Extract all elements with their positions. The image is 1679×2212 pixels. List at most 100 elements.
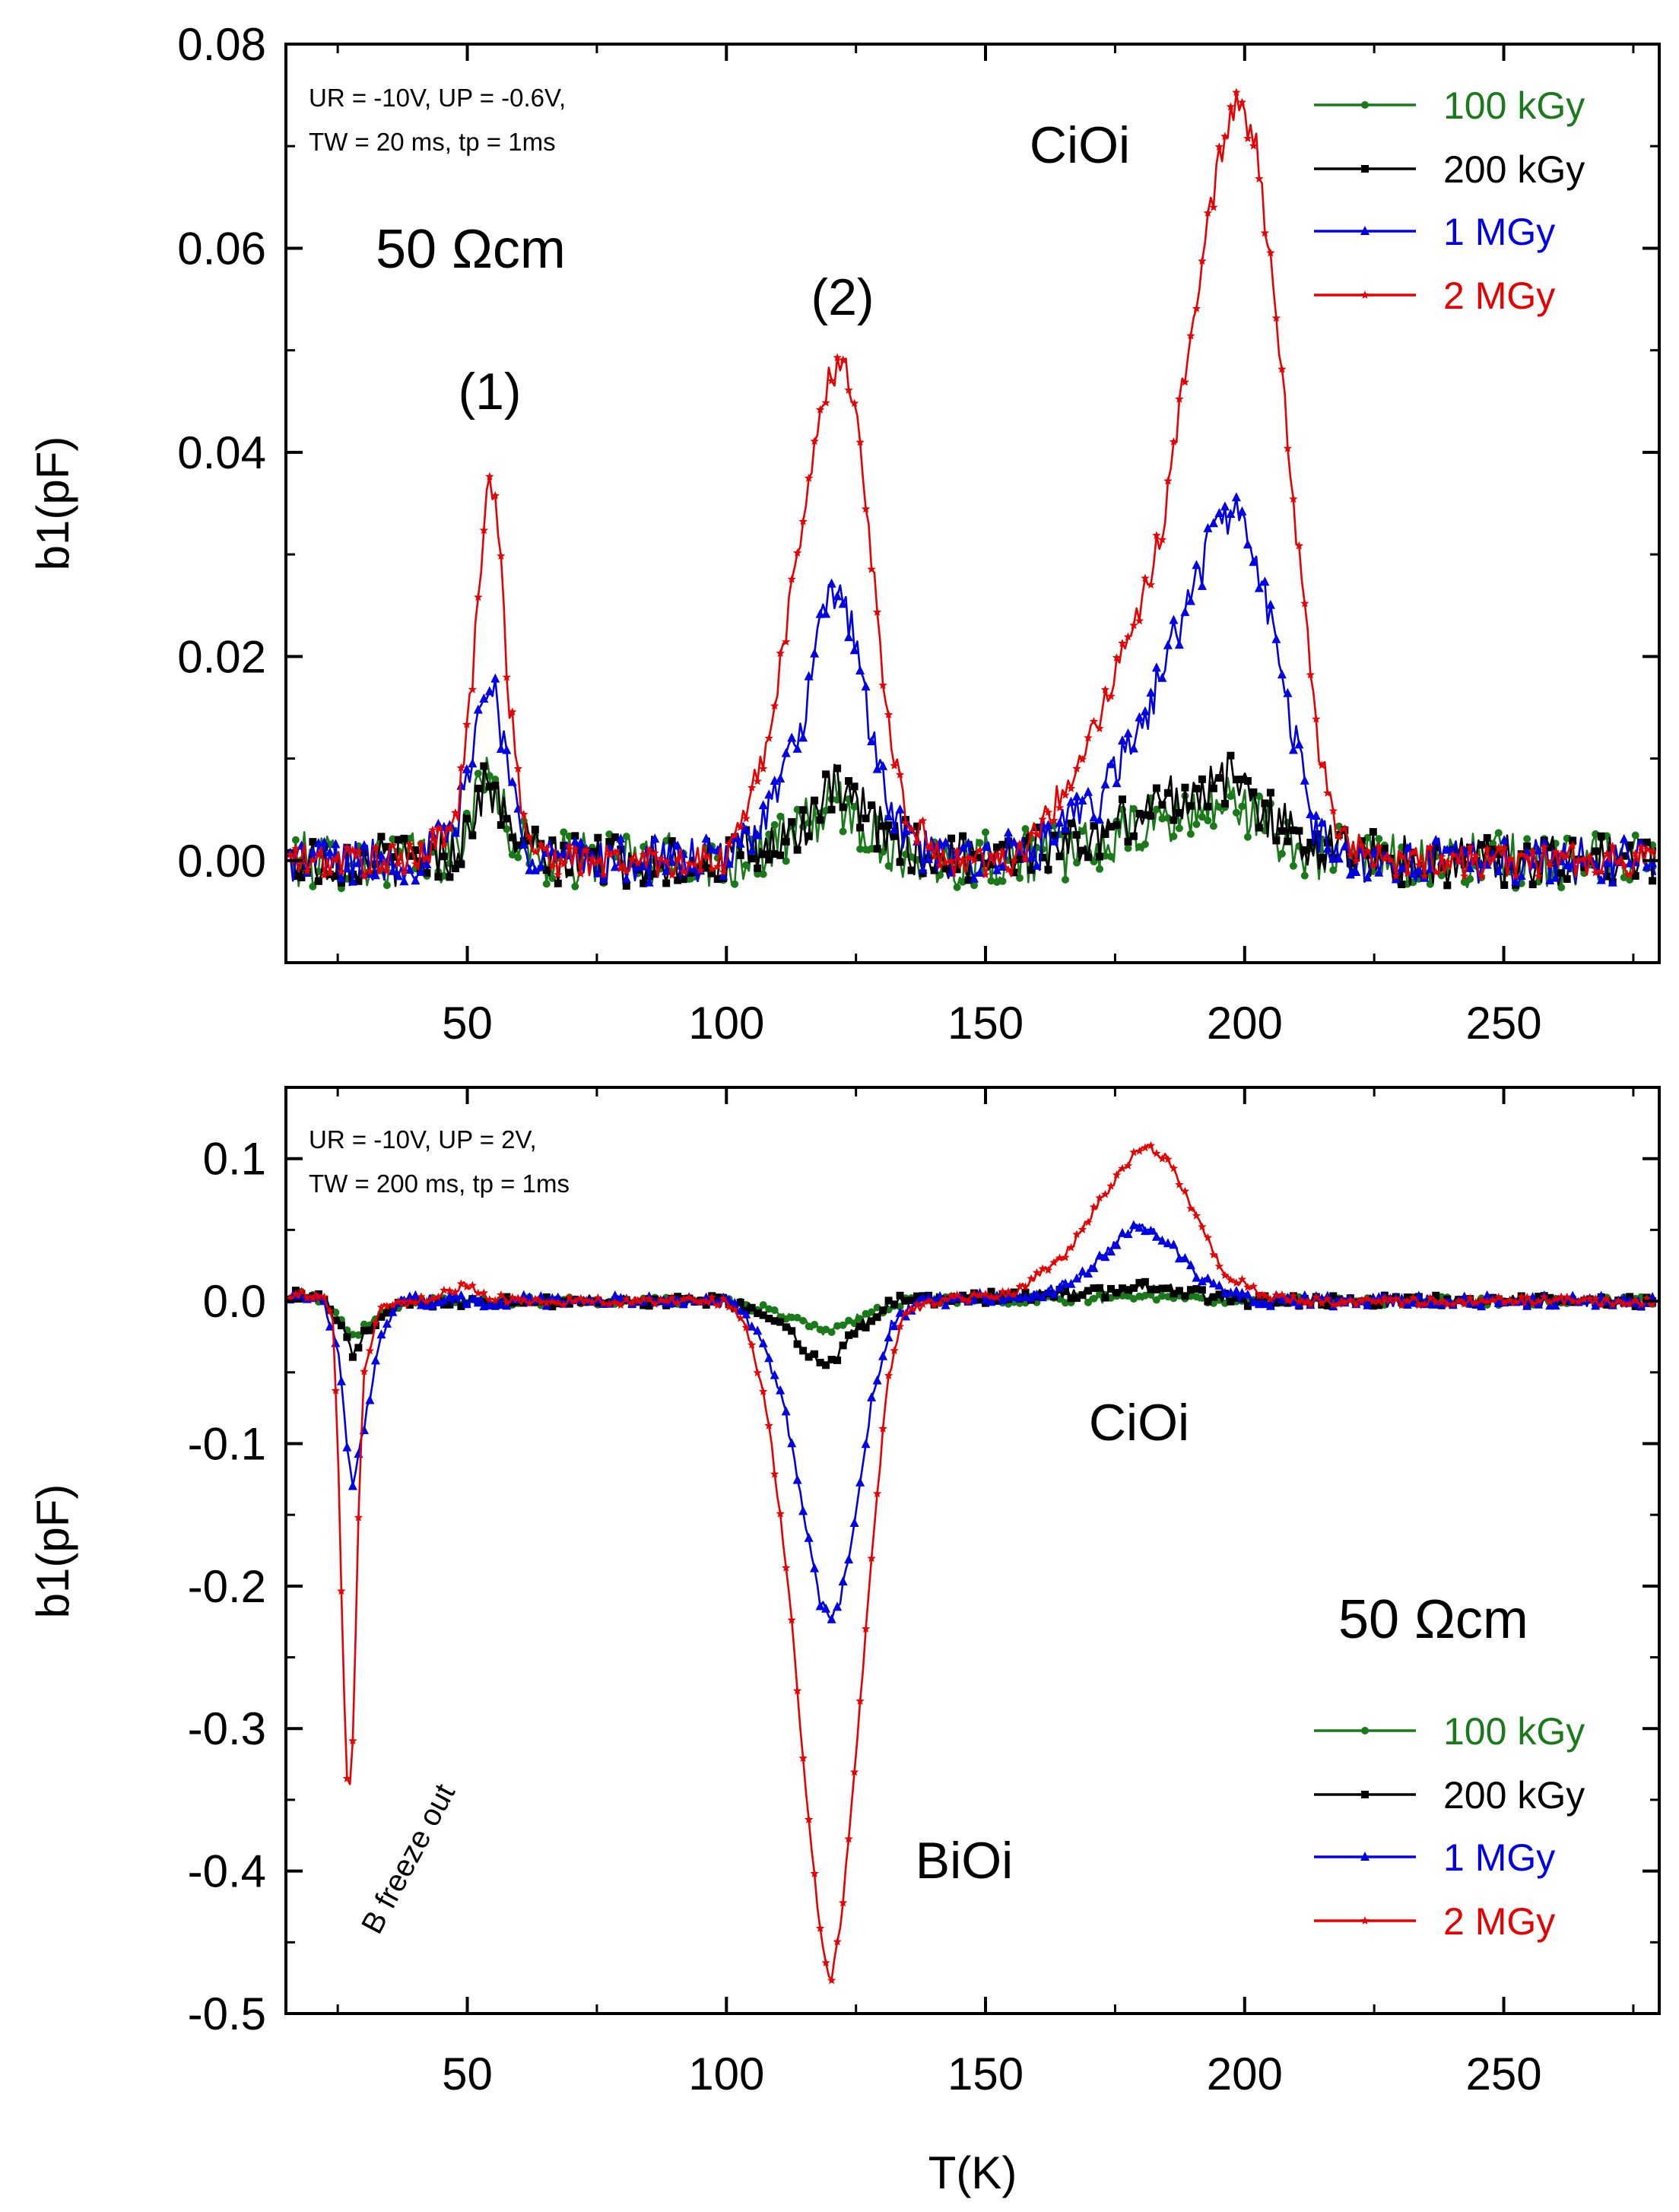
series-point xyxy=(1289,1291,1298,1300)
series-point xyxy=(895,1322,905,1331)
series-point xyxy=(1140,706,1150,716)
series-point xyxy=(765,855,773,864)
series-point xyxy=(896,858,904,866)
series-point xyxy=(1265,599,1275,609)
series-point xyxy=(582,1296,591,1305)
series-point xyxy=(507,776,517,786)
series-point xyxy=(617,846,625,853)
series-point xyxy=(485,1295,494,1303)
series-point xyxy=(1449,1300,1458,1308)
series-point xyxy=(724,858,734,868)
series-point xyxy=(747,855,756,863)
series-point xyxy=(1363,851,1372,859)
series-point xyxy=(342,863,352,873)
series-point xyxy=(696,1297,705,1306)
series-point xyxy=(1020,855,1030,864)
series-point xyxy=(679,867,688,876)
series-point xyxy=(1084,1268,1093,1278)
series-point xyxy=(981,1294,990,1304)
series-point xyxy=(1517,849,1526,858)
series-point xyxy=(1118,639,1127,647)
series-point xyxy=(998,1287,1008,1296)
series-point xyxy=(1597,1300,1606,1309)
series-point xyxy=(959,832,967,840)
series-point xyxy=(707,1293,716,1301)
series-point xyxy=(1215,774,1224,782)
series-point xyxy=(1129,1147,1138,1157)
series-point xyxy=(456,763,466,772)
series-point xyxy=(582,846,591,854)
series-point xyxy=(1374,842,1383,851)
series-point xyxy=(525,1299,534,1307)
series-point xyxy=(765,1315,773,1322)
series-point xyxy=(474,592,483,601)
series-point xyxy=(1152,531,1161,539)
series-point xyxy=(348,845,357,854)
series-point xyxy=(611,833,619,841)
series-point xyxy=(645,1294,654,1303)
series-point xyxy=(1055,803,1065,812)
series-point xyxy=(399,876,409,886)
series-point xyxy=(1135,810,1144,817)
series-point xyxy=(1152,1148,1161,1157)
series-point xyxy=(1095,1193,1104,1202)
series-point xyxy=(1208,1278,1218,1288)
peak-2-label: (2) xyxy=(811,268,874,326)
series-point xyxy=(906,824,916,833)
series-point xyxy=(1009,856,1019,865)
bottom-y-tick-label: -0.3 xyxy=(188,1703,266,1754)
series-point xyxy=(1648,847,1657,855)
series-point xyxy=(678,1299,688,1309)
series-point xyxy=(446,873,454,881)
series-point xyxy=(987,877,995,885)
series-point xyxy=(1391,874,1401,884)
series-point xyxy=(1067,819,1075,827)
series-point xyxy=(1272,1299,1281,1307)
series-point xyxy=(867,1553,876,1563)
series-point xyxy=(610,1290,620,1300)
series-point xyxy=(913,822,922,830)
series-point xyxy=(1261,799,1269,808)
series-point xyxy=(1038,814,1047,824)
series-point xyxy=(901,1308,910,1317)
series-point xyxy=(804,473,814,482)
series-point xyxy=(1243,777,1252,785)
series-point xyxy=(565,868,573,877)
series-point xyxy=(405,852,414,860)
series-point xyxy=(559,1300,568,1309)
series-point xyxy=(1254,582,1264,592)
series-point xyxy=(844,1554,854,1564)
series-point xyxy=(850,1330,859,1338)
series-point xyxy=(833,1356,842,1364)
series-point xyxy=(1112,1239,1122,1249)
top-y-tick-label: 0.02 xyxy=(177,631,266,682)
series-point xyxy=(833,353,842,362)
series-point xyxy=(1089,812,1099,822)
series-point xyxy=(805,1322,813,1331)
series-point xyxy=(1432,843,1440,852)
series-point xyxy=(753,1368,762,1377)
series-point xyxy=(1357,1296,1366,1305)
series-point xyxy=(986,1296,996,1306)
series-point xyxy=(1431,1297,1440,1306)
series-point xyxy=(1460,860,1468,868)
series-point xyxy=(484,686,494,696)
series-point xyxy=(388,841,398,849)
series-point xyxy=(331,839,341,849)
top-x-tick-label: 250 xyxy=(1465,998,1541,1049)
series-point xyxy=(656,1295,665,1304)
series-point xyxy=(565,1293,574,1301)
series-point xyxy=(1602,849,1611,858)
series-point xyxy=(468,1293,478,1303)
series-point xyxy=(644,877,654,887)
series-point xyxy=(668,837,676,845)
series-point xyxy=(1096,1284,1103,1292)
series-point xyxy=(1398,881,1406,889)
series-point xyxy=(924,854,934,864)
legend-marker xyxy=(1360,1916,1370,1925)
series-point xyxy=(1061,1278,1070,1288)
series-point xyxy=(867,564,876,573)
series-point xyxy=(503,814,511,823)
series-point xyxy=(1642,838,1651,846)
series-point xyxy=(770,1306,779,1314)
